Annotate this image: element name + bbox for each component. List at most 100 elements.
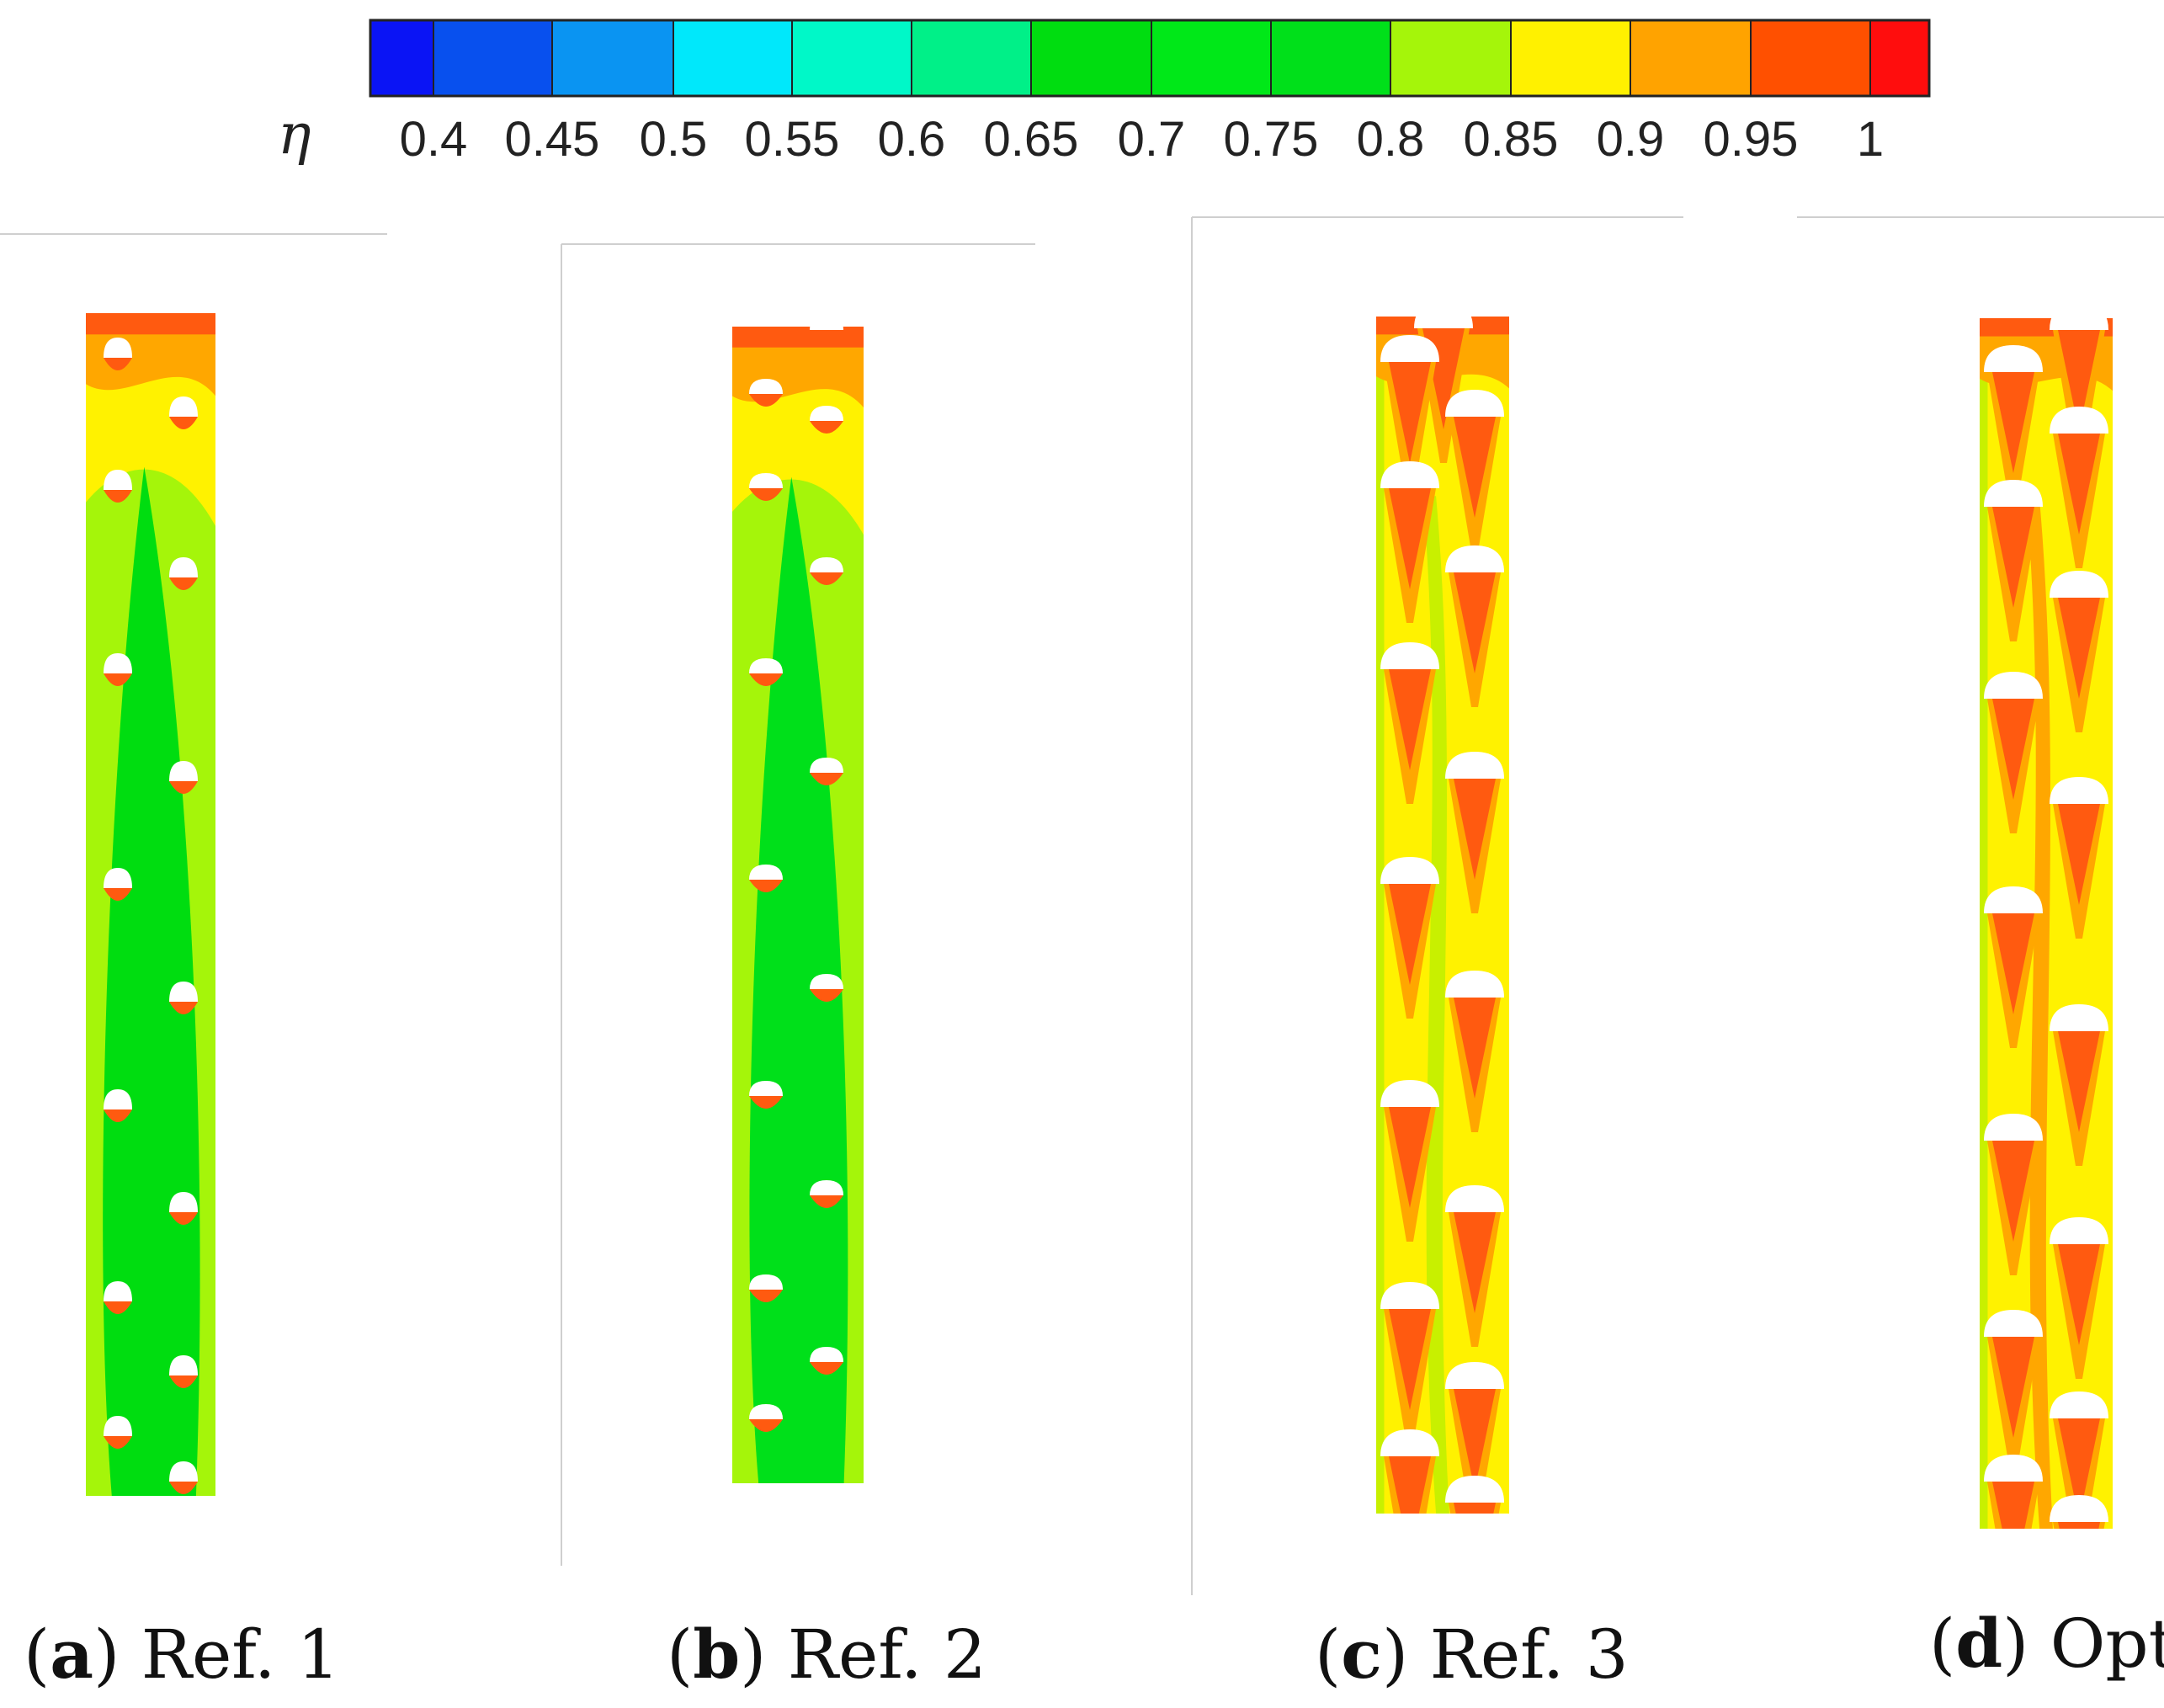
wake-inner <box>1992 372 2034 473</box>
film-hole <box>169 982 198 1002</box>
film-hole <box>1414 317 1473 328</box>
wake-inner <box>1389 1456 1431 1514</box>
film-hole <box>1380 642 1439 669</box>
film-hole <box>2050 1391 2108 1418</box>
wake-inner <box>2058 598 2100 699</box>
film-hole <box>2050 777 2108 804</box>
colorbar-swatch-12 <box>1750 19 1871 97</box>
film-hole <box>810 1180 843 1195</box>
film-hole <box>2050 1495 2108 1522</box>
wake-inner <box>1454 1212 1496 1313</box>
film-hole <box>2050 571 2108 598</box>
colorbar-label: 0.85 <box>1464 112 1559 167</box>
red-region <box>86 313 215 335</box>
film-hole <box>1984 1455 2043 1482</box>
colorbar-swatch-0 <box>370 19 434 97</box>
film-hole <box>104 1281 132 1301</box>
film-hole <box>1445 971 1504 998</box>
film-hole <box>169 761 198 781</box>
film-hole <box>749 1081 783 1096</box>
wake-inner <box>1992 1337 2034 1438</box>
wake-inner <box>104 1301 132 1314</box>
film-hole <box>104 470 132 490</box>
colorbar-swatch-7 <box>1151 19 1272 97</box>
caption-d-name: Opt <box>2050 1604 2164 1683</box>
wake-inner <box>2058 1522 2100 1529</box>
caption-a-name: Ref. 1 <box>141 1615 340 1694</box>
film-hole <box>2050 1004 2108 1031</box>
wake-inner <box>169 781 198 794</box>
colorbar-swatch-11 <box>1630 19 1752 97</box>
film-hole <box>104 653 132 673</box>
wake-inner <box>1454 998 1496 1099</box>
film-hole <box>1380 1282 1439 1309</box>
film-hole <box>1380 857 1439 884</box>
film-hole <box>749 473 783 488</box>
film-hole <box>1445 752 1504 779</box>
red-region <box>732 327 864 348</box>
wake-inner <box>1389 488 1431 589</box>
edge-region <box>1980 318 1988 1529</box>
wake-inner <box>1389 669 1431 770</box>
wake-inner <box>749 1290 783 1302</box>
colorbar-swatch-9 <box>1390 19 1512 97</box>
wake-inner <box>1454 1389 1496 1490</box>
colorbar-swatches <box>370 19 1930 97</box>
film-hole <box>1984 886 2043 913</box>
wake-inner <box>104 1109 132 1122</box>
film-hole <box>1445 1362 1504 1389</box>
colorbar-swatch-3 <box>673 19 793 97</box>
film-hole <box>749 379 783 394</box>
wake-inner <box>749 488 783 501</box>
eta-symbol: η <box>278 102 311 167</box>
film-hole <box>749 865 783 880</box>
wake-inner <box>2058 330 2100 431</box>
colorbar-label: 0.5 <box>640 112 708 167</box>
wake-inner <box>169 1482 198 1494</box>
wake-inner <box>749 394 783 407</box>
colorbar-swatch-13 <box>1869 19 1930 97</box>
caption-b-name: Ref. 2 <box>787 1615 986 1694</box>
wake-inner <box>810 330 843 343</box>
wake-inner <box>169 1002 198 1014</box>
colorbar-swatch-2 <box>551 19 674 97</box>
colorbar-label: 0.9 <box>1597 112 1665 167</box>
wake-inner <box>169 417 198 429</box>
core-region <box>749 476 848 1483</box>
wake-inner <box>2058 804 2100 905</box>
film-hole <box>810 327 843 330</box>
caption-b: (b) Ref. 2 <box>667 1615 986 1694</box>
film-hole <box>1380 1080 1439 1107</box>
film-hole <box>1380 461 1439 488</box>
film-hole <box>169 396 198 417</box>
film-hole <box>2050 407 2108 434</box>
wake-inner <box>104 673 132 686</box>
film-hole <box>169 1355 198 1375</box>
film-hole <box>1380 1429 1439 1456</box>
film-hole <box>1445 1185 1504 1212</box>
contour-panel-a <box>86 313 215 1496</box>
colorbar-label: 0.7 <box>1118 112 1186 167</box>
wake-inner <box>169 577 198 590</box>
wake-inner <box>810 572 843 585</box>
wake-inner <box>104 1436 132 1449</box>
colorbar-frame <box>369 19 1931 98</box>
colorbar-swatch-4 <box>791 19 912 97</box>
core-region <box>103 466 200 1496</box>
film-hole <box>104 1089 132 1109</box>
film-hole <box>810 974 843 989</box>
colorbar-label: 1 <box>1857 112 1884 167</box>
wake-inner <box>169 1375 198 1388</box>
film-hole <box>104 338 132 358</box>
wake-inner <box>1389 362 1431 463</box>
edge-region <box>1376 317 1385 1514</box>
film-hole <box>1984 345 2043 372</box>
wake-inner <box>169 1212 198 1225</box>
caption-c-name: Ref. 3 <box>1429 1615 1629 1694</box>
contour-panel-c <box>1376 317 1509 1514</box>
film-hole <box>1984 480 2043 507</box>
wake-inner <box>749 1096 783 1109</box>
film-hole <box>104 868 132 888</box>
contour-panel-d <box>1980 318 2113 1529</box>
wake-inner <box>1992 1482 2034 1529</box>
